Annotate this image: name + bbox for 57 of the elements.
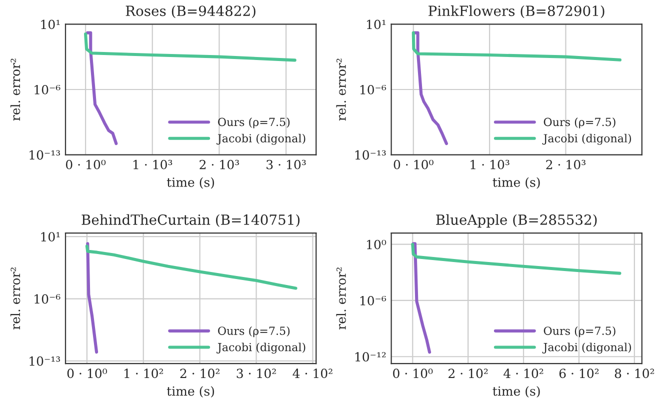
x-tick-label: 3 · 10² — [236, 368, 276, 378]
legend-label: Jacobi (digonal) — [216, 134, 306, 145]
y-tick-label: 10¹ — [41, 20, 60, 30]
x-tick-label: 0 · 10⁰ — [66, 160, 106, 170]
legend-label: Ours (ρ=7.5) — [218, 118, 290, 128]
x-tick-label: 3 · 10³ — [266, 160, 306, 170]
x-tick-label: 2 · 10² — [448, 368, 488, 378]
x-tick-label: 1 · 10³ — [470, 160, 510, 170]
legend-label: Ours (ρ=7.5) — [544, 118, 616, 128]
y-tick-label: 10⁻¹³ — [30, 356, 60, 366]
line-series — [86, 31, 118, 146]
chart-title: PinkFlowers (B=872901) — [428, 5, 604, 18]
x-tick-label: 2 · 10³ — [546, 160, 586, 170]
y-tick-label: 10¹ — [41, 232, 60, 242]
line-series — [411, 242, 622, 275]
line-series — [84, 32, 296, 62]
x-tick-label: 4 · 10² — [292, 368, 332, 378]
y-tick-label: 10⁻⁶ — [34, 294, 60, 304]
x-tick-label: 2 · 10² — [180, 368, 220, 378]
x-tick-label: 1 · 10² — [124, 368, 163, 378]
line-series — [86, 242, 98, 354]
x-tick-label: 0 · 10⁰ — [394, 160, 434, 170]
chart-title: BlueApple (B=285532) — [436, 214, 597, 228]
y-tick-label: 10⁻¹³ — [355, 150, 386, 160]
x-axis-title: time (s) — [492, 177, 540, 189]
chart-title: Roses (B=944822) — [126, 5, 256, 18]
x-tick-label: 8 · 10² — [614, 368, 654, 378]
y-axis-title: rel. error² — [10, 268, 20, 330]
x-axis-title: time (s) — [492, 386, 540, 398]
x-tick-label: 1 · 10³ — [134, 160, 172, 170]
x-tick-label: 2 · 10³ — [200, 160, 239, 170]
y-tick-label: 10⁻¹³ — [30, 150, 60, 160]
legend-label: Jacobi (digonal) — [542, 134, 632, 145]
y-axis-title: rel. error² — [10, 58, 20, 121]
x-tick-label: 0 · 10⁰ — [67, 368, 108, 378]
line-series — [85, 244, 298, 290]
y-tick-label: 10⁻⁶ — [360, 84, 386, 94]
y-axis-title: rel. error² — [336, 268, 346, 330]
x-axis-title: time (s) — [166, 177, 214, 189]
legend-label: Ours (ρ=7.5) — [544, 326, 616, 338]
line-series — [412, 242, 432, 354]
chart-title: BehindTheCurtain (B=140751) — [82, 214, 300, 227]
y-tick-label: 10⁰ — [367, 240, 386, 250]
y-tick-label: 10⁻⁶ — [34, 84, 60, 94]
x-tick-label: 4 · 10² — [504, 368, 544, 378]
y-axis-title: rel. error² — [336, 58, 346, 121]
y-tick-label: 10⁻¹² — [355, 352, 386, 362]
x-axis-title: time (s) — [166, 386, 214, 398]
x-tick-label: 6 · 10² — [559, 368, 599, 378]
legend-label: Ours (ρ=7.5) — [218, 326, 290, 338]
legend-label: Jacobi (digonal) — [542, 342, 632, 354]
line-series — [412, 31, 622, 62]
x-tick-label: 0 · 10⁰ — [393, 368, 433, 378]
y-tick-label: 10⁻⁶ — [360, 296, 386, 306]
line-series — [412, 31, 448, 146]
legend-label: Jacobi (digonal) — [216, 342, 306, 354]
y-tick-label: 10¹ — [367, 20, 386, 30]
